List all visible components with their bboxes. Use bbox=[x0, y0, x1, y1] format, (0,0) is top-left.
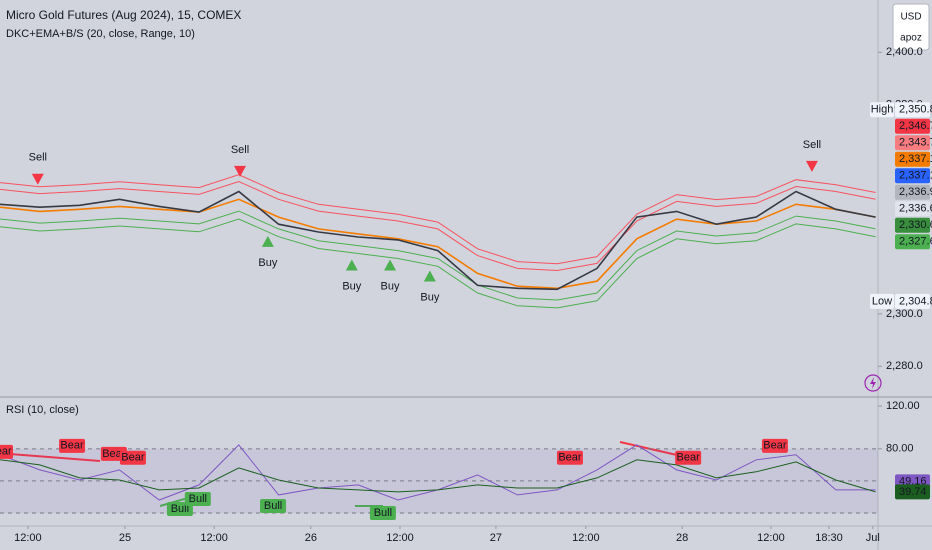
series-line bbox=[0, 210, 876, 301]
sell-marker bbox=[805, 160, 818, 172]
bear-label: Bear bbox=[0, 446, 12, 458]
bear-label: Bear bbox=[558, 452, 582, 464]
price-badge-label: 2,346.7 bbox=[899, 120, 932, 132]
rsi-label: RSI (10, close) bbox=[6, 404, 79, 416]
buy-label: Buy bbox=[258, 257, 277, 269]
sell-label: Sell bbox=[29, 152, 47, 164]
price-badge bbox=[895, 217, 930, 233]
price-badge-label: 2,330.6 bbox=[899, 219, 932, 231]
low-tag bbox=[870, 293, 894, 309]
price-badge bbox=[895, 151, 930, 167]
price-badge bbox=[895, 201, 930, 217]
x-tick-label: 12:00 bbox=[572, 532, 600, 544]
currency-box[interactable] bbox=[892, 3, 930, 51]
series-line bbox=[0, 174, 876, 265]
series-line bbox=[0, 190, 876, 291]
sell-marker bbox=[233, 165, 246, 177]
bull-label: Bull bbox=[171, 503, 189, 515]
price-badge bbox=[895, 118, 930, 134]
bull-label: Bull bbox=[374, 507, 392, 519]
x-tick-label: 12:00 bbox=[14, 532, 42, 544]
y-tick-label: 2,400.0 bbox=[886, 46, 923, 58]
x-tick-label: 26 bbox=[305, 532, 317, 544]
price-badge-label: 2,304.8 bbox=[899, 295, 932, 307]
high-tag-label: High bbox=[871, 104, 894, 116]
price-badge bbox=[895, 168, 930, 184]
bear-tag bbox=[761, 438, 788, 453]
y-tick-label: 2,300.0 bbox=[886, 308, 923, 320]
buy-marker bbox=[345, 259, 358, 271]
currency[interactable]: USD bbox=[900, 12, 921, 23]
series-line bbox=[0, 459, 876, 493]
rsi-badge bbox=[895, 484, 930, 500]
price-badge bbox=[895, 234, 930, 250]
bear-tag bbox=[119, 450, 146, 465]
y-tick-label: 120.00 bbox=[886, 400, 920, 412]
bear-tag bbox=[59, 438, 86, 453]
price-badge-label: 2,337.1 bbox=[899, 153, 932, 165]
sell-label: Sell bbox=[231, 144, 249, 156]
bear-tag bbox=[556, 450, 583, 465]
chart-title: Micro Gold Futures (Aug 2024), 15, COMEX bbox=[6, 8, 241, 22]
price-badge bbox=[895, 135, 930, 151]
x-tick-label: 27 bbox=[490, 532, 502, 544]
x-tick-label: 12:00 bbox=[757, 532, 785, 544]
user[interactable]: apoz bbox=[900, 33, 922, 44]
bear-label: Bear bbox=[121, 452, 145, 464]
price-badge-label: 2,336.6 bbox=[899, 203, 932, 215]
buy-marker bbox=[261, 235, 274, 247]
x-tick-label: 12:00 bbox=[386, 532, 414, 544]
divergence-line bbox=[9, 453, 101, 462]
price-badge-label: 2,327.6 bbox=[899, 236, 932, 248]
sell-label: Sell bbox=[803, 139, 821, 151]
low-tag-label: Low bbox=[872, 295, 892, 307]
sell-marker bbox=[31, 173, 44, 185]
high-tag bbox=[870, 102, 894, 118]
bull-label: Bull bbox=[264, 500, 282, 512]
alert-bolt[interactable] bbox=[870, 377, 876, 389]
buy-label: Buy bbox=[420, 291, 439, 303]
bear-label: Bear bbox=[60, 440, 84, 452]
y-tick-label: 2,280.0 bbox=[886, 360, 923, 372]
y-tick-label: 80.00 bbox=[886, 443, 914, 455]
price-badge-label: 2,350.8 bbox=[899, 104, 932, 116]
buy-marker bbox=[384, 259, 397, 271]
buy-label: Buy bbox=[381, 280, 400, 292]
bear-label: Bear bbox=[763, 440, 787, 452]
buy-label: Buy bbox=[342, 280, 361, 292]
x-tick-label: 18:30 bbox=[815, 532, 843, 544]
bear-tag bbox=[0, 444, 13, 459]
x-tick-label: Jul bbox=[866, 532, 880, 544]
price-badge bbox=[895, 293, 930, 309]
series-line bbox=[0, 180, 876, 272]
bear-label: Bear bbox=[102, 448, 126, 460]
rsi-badge-label: 39.74 bbox=[899, 486, 927, 498]
buy-marker bbox=[423, 270, 436, 282]
bull-tag bbox=[260, 498, 287, 513]
alert-icon[interactable] bbox=[864, 374, 882, 392]
bull-tag bbox=[369, 506, 396, 521]
x-tick-label: 25 bbox=[119, 532, 131, 544]
x-tick-label: 12:00 bbox=[200, 532, 228, 544]
indicator-label: DKC+EMA+B/S (20, close, Range, 10) bbox=[6, 28, 195, 40]
price-badge bbox=[895, 184, 930, 200]
price-badge bbox=[895, 102, 930, 118]
bull-tag bbox=[184, 492, 211, 507]
bull-label: Bull bbox=[189, 493, 207, 505]
price-badge-label: 2,337.1 bbox=[899, 170, 932, 182]
x-tick-label: 28 bbox=[676, 532, 688, 544]
bear-tag bbox=[675, 450, 702, 465]
price-badge-label: 2,343.7 bbox=[899, 137, 932, 149]
bear-label: Bear bbox=[677, 452, 701, 464]
series-line bbox=[0, 218, 876, 309]
price-badge-label: 2,336.9 bbox=[899, 186, 932, 198]
series-line bbox=[0, 198, 876, 290]
